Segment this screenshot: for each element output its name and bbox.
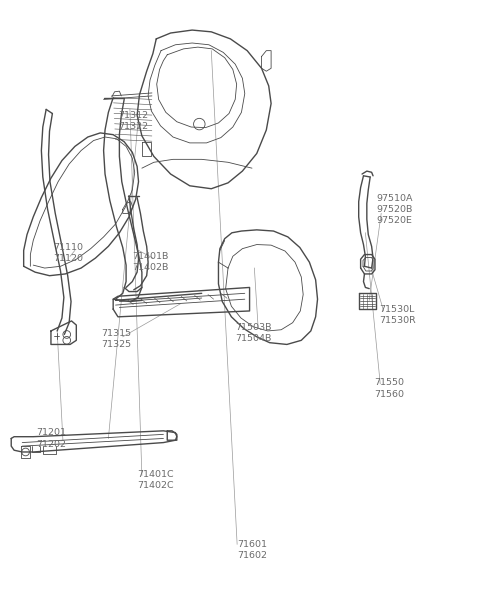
Text: 71401C
71402C: 71401C 71402C [137,469,174,489]
Text: 71401B
71402B: 71401B 71402B [132,252,168,272]
Text: 97510A
97520B
97520E: 97510A 97520B 97520E [376,194,413,225]
Text: 71315
71325: 71315 71325 [101,329,132,349]
Text: 71110
71120: 71110 71120 [53,243,84,263]
Text: 71201
71202: 71201 71202 [36,428,67,448]
Text: 71530L
71530R: 71530L 71530R [379,305,416,325]
Text: 71503B
71504B: 71503B 71504B [235,323,272,343]
Text: 71312
71322: 71312 71322 [118,111,148,131]
Text: 71550
71560: 71550 71560 [374,379,404,399]
Text: 71601
71602: 71601 71602 [238,540,268,560]
